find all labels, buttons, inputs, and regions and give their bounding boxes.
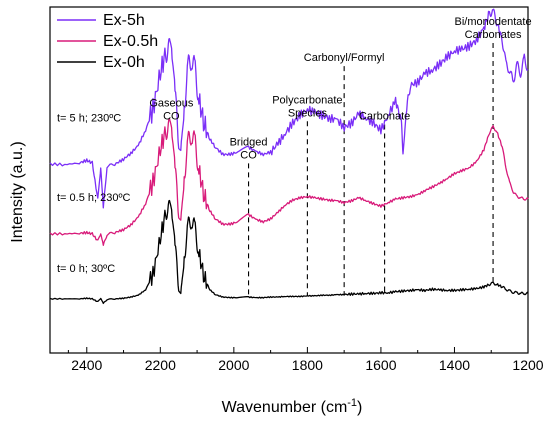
series-line-ex5h bbox=[49, 8, 529, 209]
x-tick-label-2200: 2200 bbox=[145, 357, 176, 373]
plot-border bbox=[49, 6, 529, 354]
trace-labels: t= 5 h; 230ºC t= 0.5 h; 230ºC t= 0 h; 30ºC bbox=[57, 112, 130, 274]
x-axis-title-close: ) bbox=[357, 399, 362, 416]
x-axis-title: Wavenumber (cm-1) bbox=[222, 397, 363, 416]
annotations: GaseousCOBridgedCOPolycarbonateSpeciesCa… bbox=[149, 16, 531, 161]
series-line-ex0h bbox=[49, 199, 529, 305]
annotation-label: Bridged bbox=[230, 136, 268, 148]
annotation-label: Bi/monodentate bbox=[455, 16, 532, 28]
annotation-label: Polycarbonate bbox=[272, 94, 342, 106]
annotation-label: Carbonyl/Formyl bbox=[304, 52, 385, 64]
legend: Ex-5h Ex-0.5h Ex-0h bbox=[57, 12, 158, 71]
annotation-label: CO bbox=[163, 110, 180, 122]
x-tick-label-2400: 2400 bbox=[71, 357, 102, 373]
x-tick-label-2000: 2000 bbox=[218, 357, 249, 373]
trace-label-ex5h: t= 5 h; 230ºC bbox=[57, 112, 121, 124]
legend-label-ex0h: Ex-0h bbox=[103, 54, 145, 71]
trace-label-ex05h: t= 0.5 h; 230ºC bbox=[57, 192, 130, 204]
trace-label-ex0h: t= 0 h; 30ºC bbox=[57, 263, 115, 275]
x-tick-label-1600: 1600 bbox=[365, 357, 396, 373]
x-tick-label-1400: 1400 bbox=[439, 357, 470, 373]
series-line-ex05h bbox=[49, 118, 529, 246]
annotation-label: Carbonates bbox=[465, 29, 522, 41]
annotation-label: Gaseous bbox=[149, 97, 194, 109]
annotation-label: CO bbox=[240, 149, 257, 161]
reference-lines bbox=[248, 43, 494, 297]
x-axis-title-superscript: -1 bbox=[347, 397, 357, 409]
annotation-label: Carbonate bbox=[359, 111, 410, 123]
y-axis-title: Intensity (a.u.) bbox=[9, 141, 26, 242]
x-tick-label-1800: 1800 bbox=[292, 357, 323, 373]
plot-frame bbox=[49, 6, 529, 354]
legend-label-ex05h: Ex-0.5h bbox=[103, 33, 158, 50]
series-group bbox=[49, 8, 529, 305]
annotation-label: Species bbox=[288, 107, 328, 119]
x-tick-label-1200: 1200 bbox=[512, 357, 543, 373]
legend-label-ex5h: Ex-5h bbox=[103, 12, 145, 29]
x-axis-ticks: 2400 2200 2000 1800 1600 1400 1200 bbox=[67, 347, 544, 373]
